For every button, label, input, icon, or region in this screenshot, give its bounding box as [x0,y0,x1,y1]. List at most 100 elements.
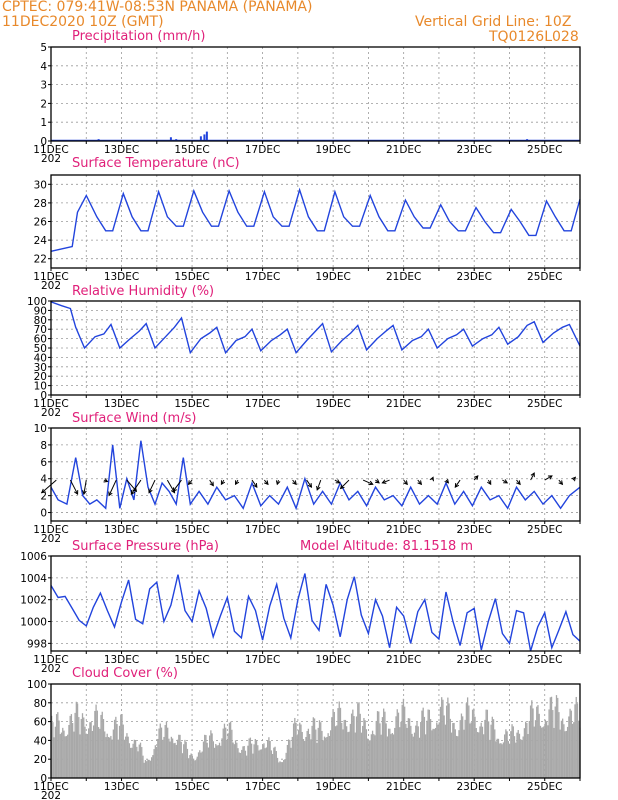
cloud-bar [318,720,321,778]
cloud-bar [316,742,318,778]
cloud-bar [368,740,370,778]
x-tick-label: 21DEC [386,398,421,410]
cloud-bar [255,739,258,778]
y-tick-label: 60 [34,334,47,346]
cloud-bar [413,732,416,778]
cloud-bar [296,735,298,778]
cloud-bar [531,700,533,778]
wind-arrow [306,479,312,488]
cloud-bar [176,739,179,778]
cloud-bar [405,724,407,778]
y-tick-label: 26 [34,217,48,229]
cloud-bar [191,755,194,778]
cloud-bar [225,727,227,778]
cloud-bar [96,710,98,778]
wind-arrow [83,479,87,495]
y-tick-label: 60 [34,717,47,729]
cloud-bar [353,716,355,778]
cloud-bar [489,739,491,778]
cloud-bar [228,722,231,778]
wind-arrowhead [82,490,87,496]
cloud-bar [364,720,366,778]
cloud-bar [374,735,376,778]
cloud-bar [355,716,358,778]
panel-title: Surface Temperature (nC) [72,156,240,171]
cloud-bar [504,734,506,778]
cloud-bar [444,724,447,778]
x-tick-label: 21DEC [386,271,421,283]
cloud-bar [160,727,163,778]
cloud-bar [576,703,579,778]
cloud-bar [188,758,190,778]
cloud-bar [421,710,423,778]
y-tick-label: 40 [34,735,47,747]
cloud-bar [102,719,105,778]
cloud-bar [195,759,197,778]
wind-arrowhead [307,483,313,488]
cloud-bar [91,730,94,778]
header-run-time: 11DEC2020 10Z (GMT) [2,14,164,30]
x-tick-label: 23DEC [456,524,491,536]
wind-arrowhead [292,480,297,486]
y-tick-label: 20 [34,754,47,766]
precip-bar [199,136,202,141]
cloud-bar [179,734,181,778]
cloud-bar [346,726,348,778]
cloud-bar [133,739,136,778]
cloud-bar [278,762,280,778]
wind-arrow [530,472,535,481]
cloud-bar [491,716,493,778]
cloud-bar [468,705,470,778]
cloud-bar [250,743,253,778]
precip-bar [169,137,172,141]
cloud-bar [537,705,539,778]
y-tick-label: 6 [40,457,47,469]
cloud-bar [139,742,142,778]
cloud-bar [449,718,451,778]
x-tick-label: 21DEC [386,781,421,793]
panel-title: Cloud Cover (%) [72,666,178,681]
cloud-bar [90,722,92,778]
cloud-bar [200,752,202,778]
x-tick-label: 13DEC [104,144,139,156]
cloud-bar [180,741,182,778]
cloud-bar [115,716,117,778]
wind-arrow [544,475,553,481]
y-tick-label: 3 [40,80,47,92]
cloud-bar [458,730,460,778]
cloud-bar [326,736,328,778]
cloud-bar [379,723,381,778]
cloud-bar [320,722,322,778]
cloud-bar [306,731,308,778]
cloud-bar [257,745,259,778]
x-year-label: 202 [41,790,61,800]
y-tick-label: 22 [34,254,47,266]
cloud-bar [417,726,419,778]
cloud-bar [104,731,106,778]
cloud-bar [332,709,334,778]
y-tick-label: 40 [34,352,47,364]
panel-frame [50,555,581,652]
cloud-bar [142,755,144,778]
cloud-bar [423,716,426,778]
x-tick-label: 11DEC [33,144,68,156]
cloud-bar [505,729,507,778]
cloud-bar [557,697,559,778]
cloud-bar [171,738,174,778]
cloud-bar [574,704,576,778]
wind-arrow [172,479,182,492]
cloud-bar [268,737,270,778]
cloud-bar [68,724,70,778]
cloud-bar [380,734,382,778]
cloud-bar [79,734,81,778]
wind-arrowhead [253,483,258,488]
wind-arrow [454,479,461,488]
cloud-bar [281,762,284,778]
x-tick-label: 25DEC [527,781,562,793]
x-tick-label: 15DEC [174,524,209,536]
x-tick-label: 11DEC [33,271,68,283]
y-tick-label: 2 [40,98,47,110]
cloud-bar [276,757,279,778]
cloud-bar [117,739,119,778]
cloud-bar [516,732,518,778]
